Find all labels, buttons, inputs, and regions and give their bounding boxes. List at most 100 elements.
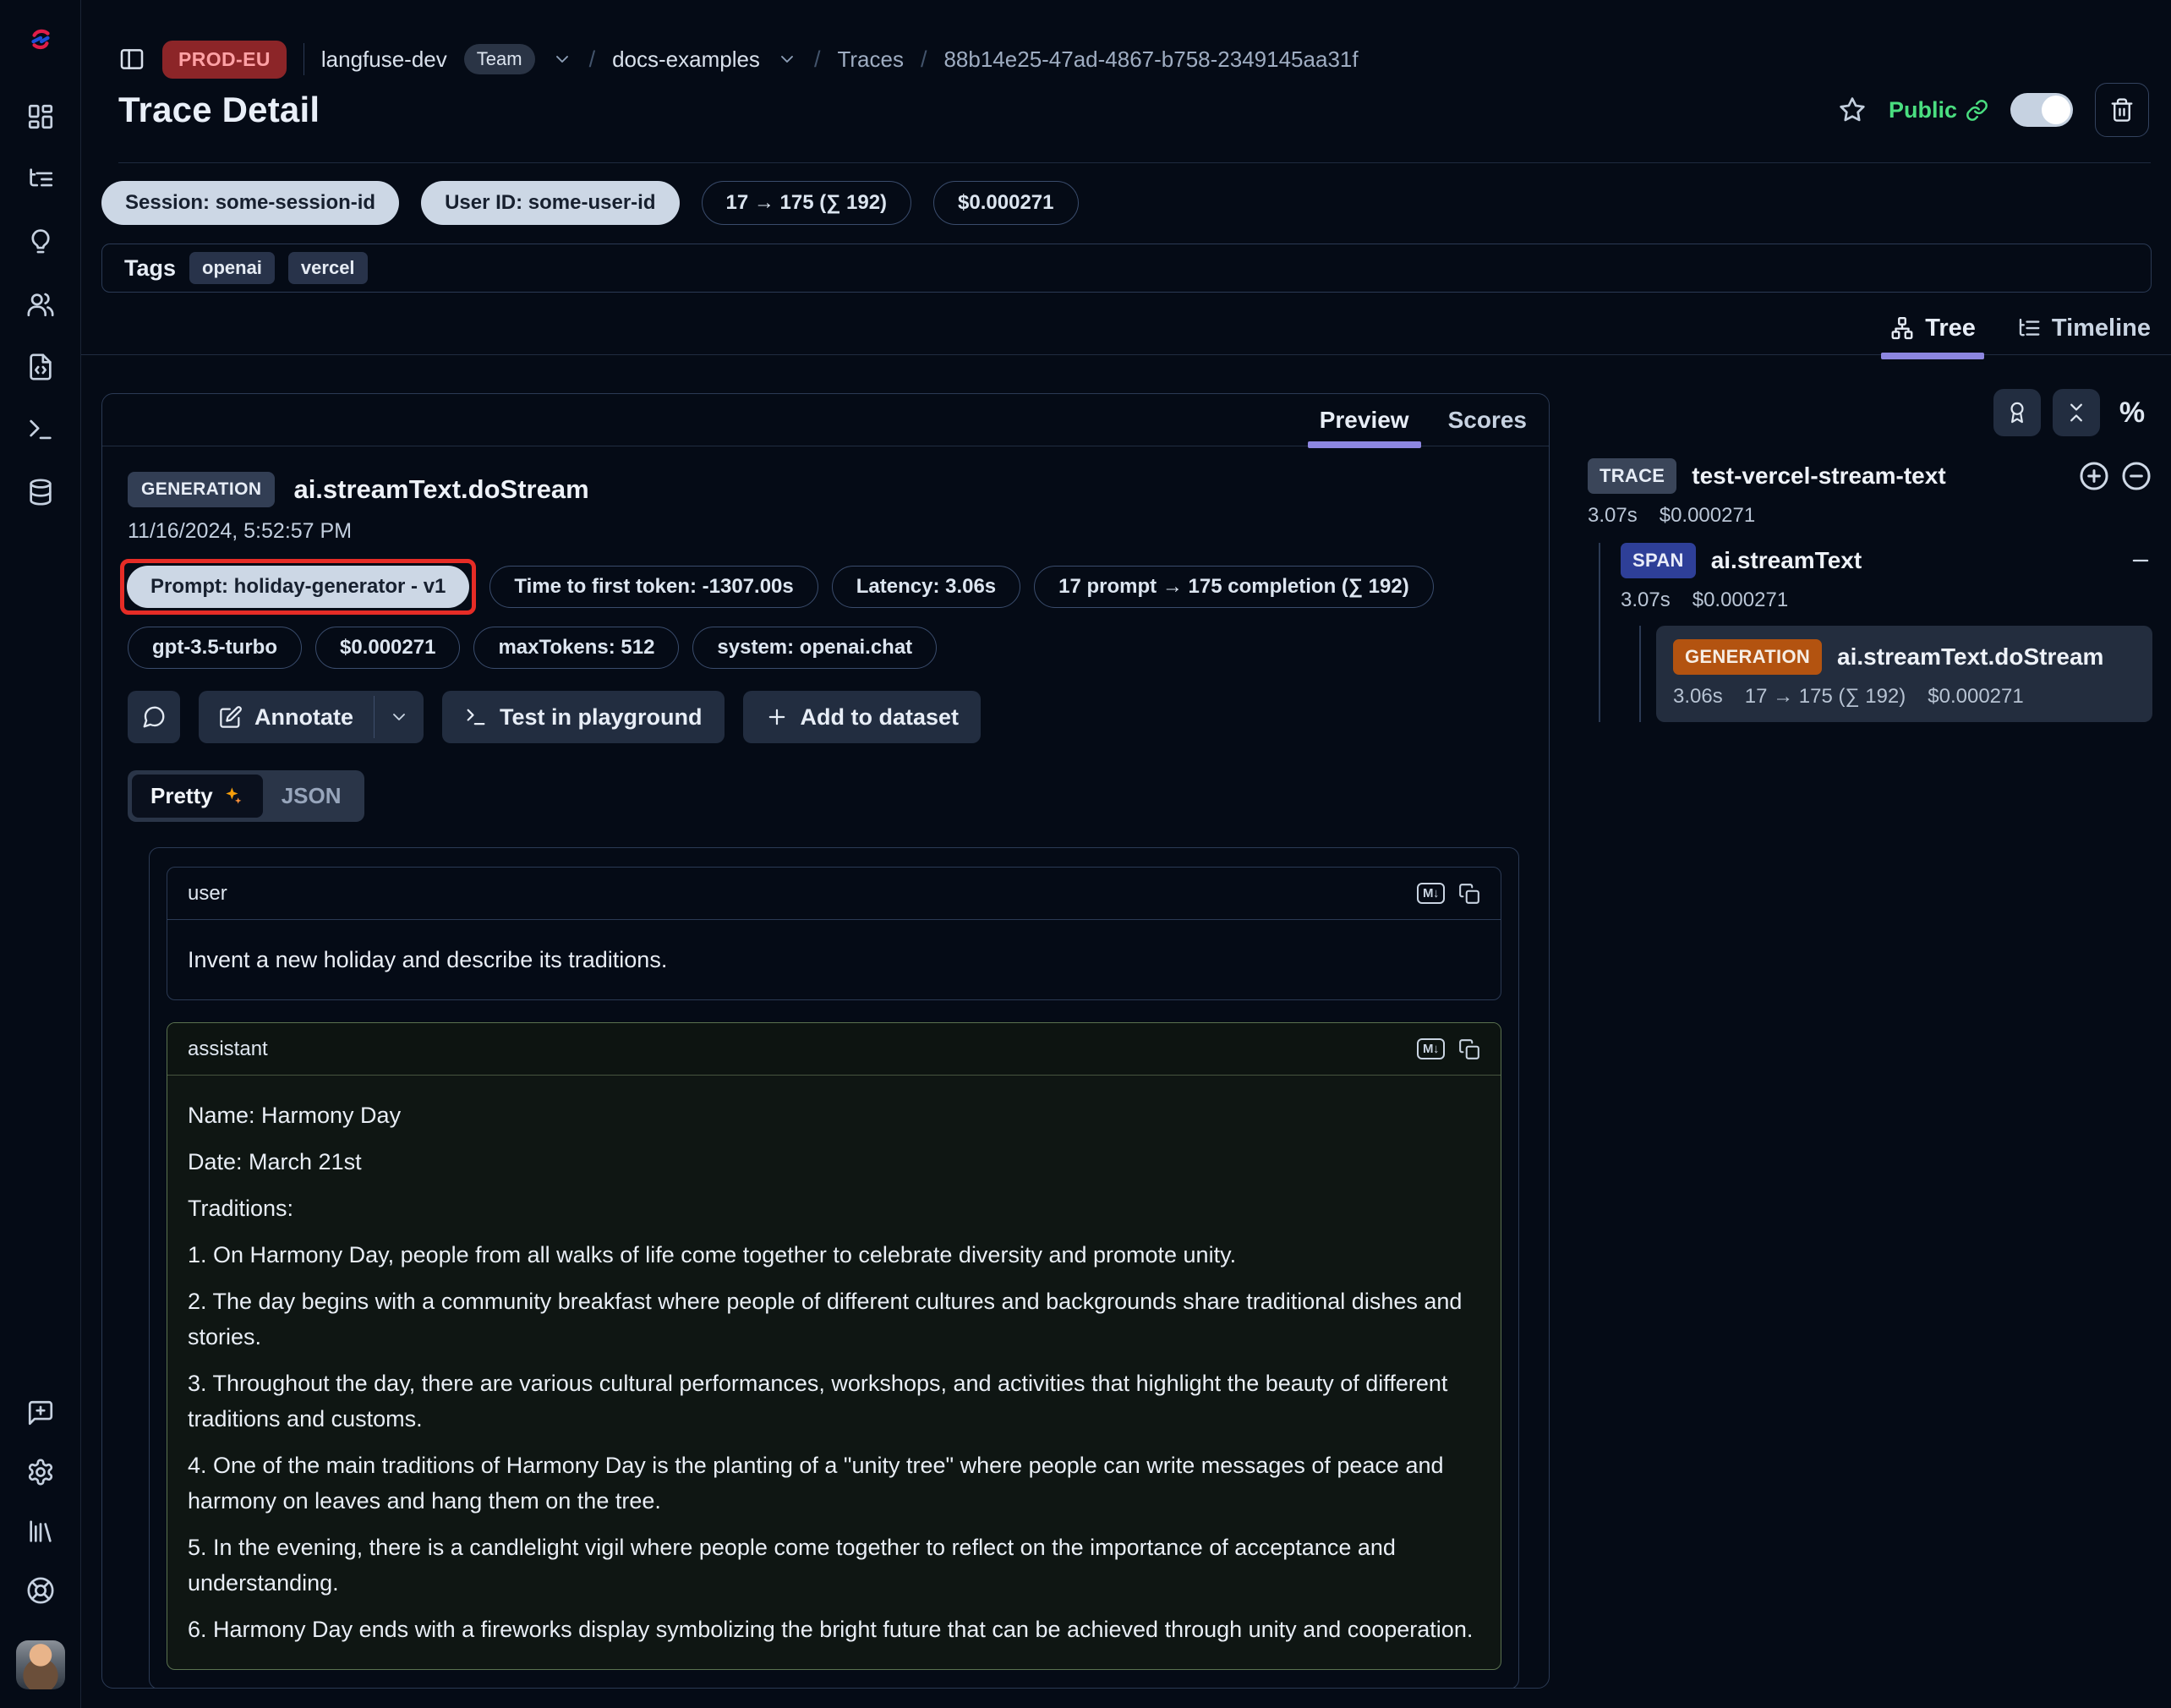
annotation-queue-button[interactable] — [1993, 389, 2041, 436]
public-label: Public — [1888, 96, 1957, 123]
tree-children: GENERATION ai.streamText.doStream 3.06s … — [1639, 626, 2152, 722]
sidebar-item-dashboard[interactable] — [25, 101, 56, 132]
public-toggle[interactable] — [2010, 93, 2073, 127]
annotate-button[interactable]: Annotate — [199, 691, 374, 743]
comment-button[interactable] — [128, 691, 180, 743]
user-message-content: Invent a new holiday and describe its tr… — [188, 947, 668, 972]
tree-node-trace[interactable]: TRACE test-vercel-stream-text — [1588, 458, 2152, 494]
model-badge[interactable]: gpt-3.5-turbo — [128, 627, 302, 669]
list-tree-icon — [29, 168, 52, 187]
lightbulb-icon — [30, 229, 50, 254]
breadcrumb-separator: / — [920, 46, 927, 72]
public-link[interactable]: Public — [1889, 97, 1988, 123]
max-tokens-badge: maxTokens: 512 — [473, 627, 680, 669]
span-name: ai.streamText — [1710, 547, 1862, 573]
system-badge: system: openai.chat — [692, 627, 938, 669]
chevron-down-icon[interactable] — [552, 49, 572, 69]
test-in-playground-button[interactable]: Test in playground — [442, 691, 725, 743]
tags-container: Tags openai vercel — [101, 244, 2152, 293]
message-role-label: assistant — [188, 1037, 268, 1060]
markdown-toggle-icon[interactable]: M↓ — [1417, 883, 1445, 904]
database-icon — [29, 479, 52, 506]
copy-icon[interactable] — [1458, 1038, 1480, 1060]
generation-tokens: 17 → 175 (∑ 192) — [1744, 685, 1906, 708]
prompt-completion-tokens-badge: 17 prompt → 175 completion (∑ 192) — [1034, 566, 1434, 608]
user-id-badge[interactable]: User ID: some-user-id — [421, 181, 680, 225]
span-type-badge: SPAN — [1621, 543, 1696, 578]
token-usage-badge[interactable]: 17 → 175 (∑ 192) — [701, 181, 912, 225]
star-bookmark-button[interactable] — [1838, 96, 1867, 124]
environment-badge[interactable]: PROD-EU — [162, 40, 287, 79]
observation-timestamp: 11/16/2024, 5:52:57 PM — [128, 519, 353, 543]
sidebar-item-users[interactable] — [25, 289, 56, 320]
tree-node-span[interactable]: SPAN ai.streamText — [1621, 543, 2152, 578]
prompt-version-badge[interactable]: Prompt: holiday-generator - v1 — [127, 566, 470, 608]
sidebar-item-playground[interactable] — [25, 414, 56, 445]
io-container: user M↓ Invent a new holiday and describ… — [149, 847, 1519, 1688]
life-buoy-icon — [26, 1577, 54, 1604]
annotate-dropdown-button[interactable] — [375, 691, 424, 743]
sidebar-item-support[interactable] — [26, 1576, 55, 1605]
add-to-dataset-button[interactable]: Add to dataset — [742, 691, 982, 743]
org-plan-badge[interactable]: Team — [463, 44, 535, 74]
cost-badge[interactable]: $0.000271 — [933, 181, 1079, 225]
tab-timeline[interactable]: Timeline — [2016, 315, 2151, 346]
detail-tabs: Preview Scores — [102, 394, 1549, 448]
generation-metrics: 3.06s 17 → 175 (∑ 192) $0.000271 — [1673, 685, 2135, 709]
copy-icon[interactable] — [1458, 883, 1480, 905]
generation-name: ai.streamText.doStream — [1837, 643, 2104, 670]
collapse-node-icon[interactable] — [2129, 549, 2152, 572]
breadcrumb-project[interactable]: docs-examples — [612, 46, 760, 72]
trace-name: test-vercel-stream-text — [1692, 463, 1946, 489]
sidebar-item-database[interactable] — [25, 477, 56, 507]
sidebar-item-prompts[interactable] — [25, 227, 56, 257]
user-avatar[interactable] — [15, 1640, 65, 1689]
format-json-button[interactable]: JSON — [281, 783, 342, 808]
generation-cost: $0.000271 — [1928, 685, 2024, 708]
format-pretty-button[interactable]: Pretty — [132, 775, 263, 818]
langfuse-logo-icon[interactable] — [26, 25, 55, 54]
collapse-all-button[interactable] — [2053, 389, 2100, 436]
sidebar-item-tracing[interactable] — [25, 164, 56, 194]
sidebar-item-docs[interactable] — [26, 1517, 55, 1546]
dashboard-icon — [28, 104, 52, 129]
tab-preview[interactable]: Preview — [1307, 407, 1421, 448]
tab-timeline-label: Timeline — [2051, 314, 2151, 342]
users-icon — [26, 293, 54, 317]
chevron-down-icon[interactable] — [777, 49, 797, 69]
tab-scores[interactable]: Scores — [1447, 406, 1527, 433]
award-icon — [2010, 402, 2024, 424]
pen-square-icon — [220, 706, 242, 728]
view-tabs-border — [81, 354, 2171, 355]
breadcrumb-org[interactable]: langfuse-dev — [320, 46, 447, 72]
trace-type-badge: TRACE — [1588, 458, 1677, 494]
trace-summary-row: Session: some-session-id User ID: some-u… — [101, 181, 1079, 225]
sidebar-item-settings[interactable] — [26, 1458, 55, 1486]
collapse-all-circle-icon[interactable] — [2120, 460, 2152, 492]
trace-duration: 3.07s — [1588, 504, 1638, 527]
tag-vercel[interactable]: vercel — [287, 252, 368, 284]
toggle-metrics-button[interactable]: % — [2119, 396, 2146, 429]
tab-tree[interactable]: Tree — [1881, 314, 1984, 359]
timeline-icon — [2019, 318, 2040, 337]
terminal-icon — [29, 419, 52, 440]
gear-icon — [28, 1459, 52, 1486]
sidebar-toggle-icon[interactable] — [118, 46, 145, 73]
expand-all-icon[interactable] — [2078, 460, 2110, 492]
breadcrumb-section[interactable]: Traces — [837, 46, 904, 72]
delete-trace-button[interactable] — [2095, 83, 2149, 137]
sparkles-icon — [225, 787, 242, 804]
span-metrics: 3.07s $0.000271 — [1621, 588, 2152, 612]
session-badge[interactable]: Session: some-session-id — [101, 181, 400, 225]
sidebar-item-datasets[interactable] — [25, 352, 56, 382]
tree-node-generation-selected[interactable]: GENERATION ai.streamText.doStream 3.06s … — [1656, 626, 2152, 722]
link-icon — [1966, 99, 1988, 121]
header-divider — [118, 162, 2151, 163]
tab-tree-label: Tree — [1925, 314, 1976, 342]
trace-metrics: 3.07s $0.000271 — [1588, 504, 2152, 528]
assistant-message-box: assistant M↓ Name: Harmony Day Date: Mar… — [167, 1022, 1501, 1670]
sidebar-item-feedback[interactable] — [26, 1399, 55, 1427]
markdown-toggle-icon[interactable]: M↓ — [1417, 1038, 1445, 1059]
tag-openai[interactable]: openai — [189, 252, 275, 284]
left-sidebar — [0, 0, 81, 1708]
